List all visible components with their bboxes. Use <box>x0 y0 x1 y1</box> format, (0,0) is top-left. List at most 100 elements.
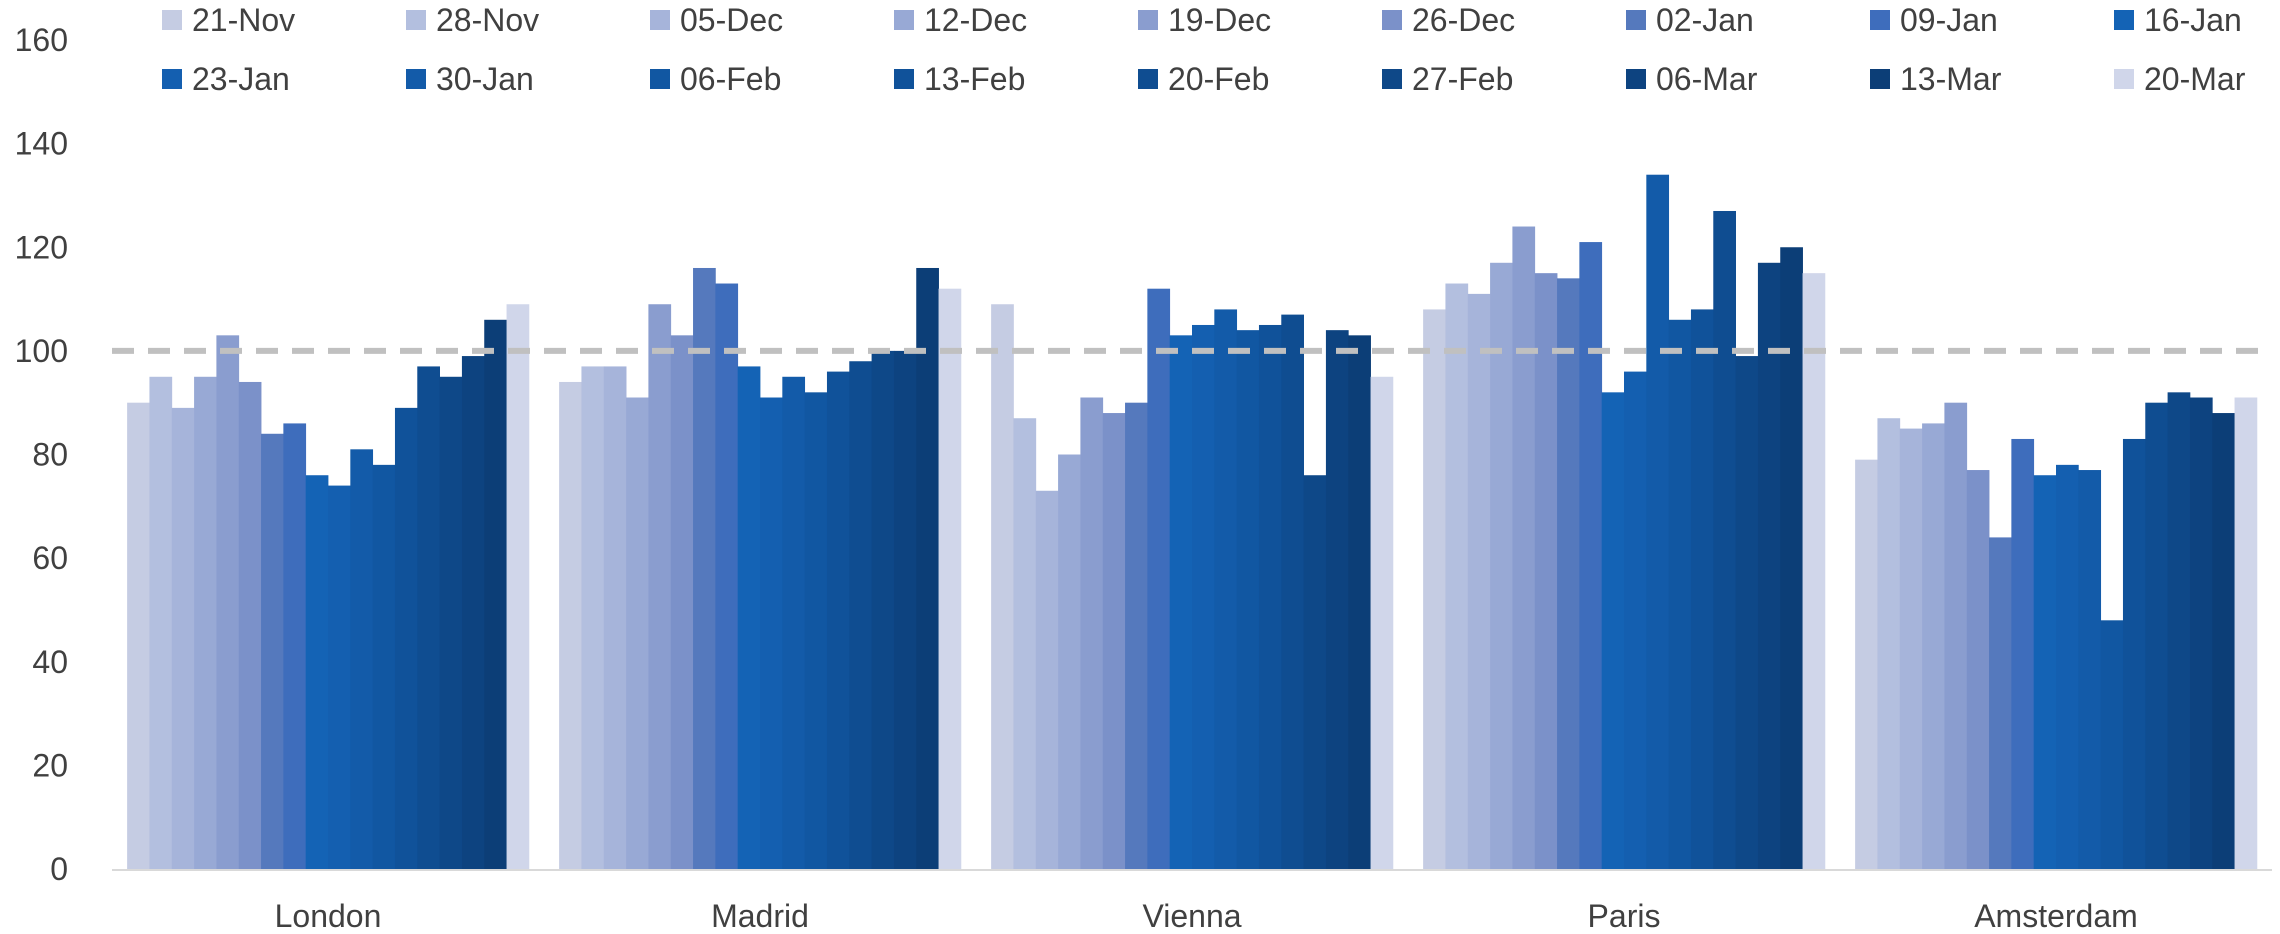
legend-label: 19-Dec <box>1168 2 1271 38</box>
legend-item: 06-Mar <box>1626 61 1758 97</box>
legend-swatch <box>1626 69 1646 89</box>
bar <box>760 397 783 869</box>
bar <box>1579 242 1603 869</box>
legend-label: 27-Feb <box>1412 61 1513 97</box>
bar-group-amsterdam <box>1855 392 2258 869</box>
bar <box>1125 402 1148 869</box>
legend-label: 16-Jan <box>2144 2 2242 38</box>
legend-swatch <box>1382 69 1402 89</box>
bar <box>1169 335 1193 870</box>
legend-swatch <box>162 69 182 89</box>
x-tick-label: London <box>275 898 382 934</box>
legend-item: 21-Nov <box>162 2 295 38</box>
bar <box>1303 475 1327 869</box>
bar <box>2145 402 2168 869</box>
legend-swatch <box>1870 69 1890 89</box>
bar <box>305 475 329 869</box>
x-tick-label: Paris <box>1588 898 1661 934</box>
bar <box>1214 309 1238 869</box>
x-tick-label: Madrid <box>711 898 809 934</box>
legend-item: 05-Dec <box>650 2 783 38</box>
bar <box>171 407 195 869</box>
bar <box>1058 454 1081 869</box>
bar <box>1348 335 1371 870</box>
bar <box>1258 324 1282 870</box>
legend-label: 21-Nov <box>192 2 295 38</box>
bar <box>1735 356 1759 869</box>
bar <box>938 288 962 869</box>
legend-item: 13-Mar <box>1870 61 2002 97</box>
bar <box>1601 392 1625 869</box>
bar <box>1713 210 1736 870</box>
bar <box>2212 413 2235 869</box>
bar <box>849 361 872 869</box>
legend-swatch <box>1382 10 1402 30</box>
legend-label: 23-Jan <box>192 61 290 97</box>
bar <box>693 267 716 870</box>
bar <box>2167 392 2191 869</box>
bar <box>1423 309 1446 869</box>
y-tick-label: 80 <box>32 437 68 473</box>
legend-swatch <box>1626 10 1646 30</box>
bar <box>1624 371 1647 869</box>
bar <box>2011 438 2035 869</box>
legend-item: 06-Feb <box>650 61 781 97</box>
bar <box>238 381 262 869</box>
bars <box>127 174 2258 870</box>
bar <box>1899 428 1923 869</box>
legend-label: 05-Dec <box>680 2 783 38</box>
bar <box>715 283 739 869</box>
bar <box>1192 324 1215 870</box>
bar-group-madrid <box>559 267 962 870</box>
x-axis: London Madrid Vienna Paris Amsterdam <box>112 869 2272 934</box>
y-tick-label: 140 <box>15 126 68 162</box>
bar <box>506 304 530 869</box>
bar <box>1757 262 1781 869</box>
bar <box>1445 283 1469 869</box>
legend-item: 23-Jan <box>162 61 290 97</box>
bar <box>1281 314 1304 869</box>
legend-label: 13-Feb <box>924 61 1025 97</box>
bar <box>1944 402 1968 869</box>
bar <box>2056 464 2079 869</box>
bar <box>670 335 694 870</box>
y-tick-label: 20 <box>32 747 68 783</box>
bar <box>626 397 649 869</box>
bar <box>194 376 217 869</box>
bar <box>1780 247 1803 869</box>
bar-group-london <box>127 304 530 870</box>
bar <box>1877 418 1901 869</box>
bar <box>149 376 173 869</box>
bar <box>1147 288 1171 869</box>
legend-item: 02-Jan <box>1626 2 1754 38</box>
bar <box>1668 319 1692 869</box>
legend-label: 13-Mar <box>1900 61 2002 97</box>
legend-item: 20-Feb <box>1138 61 1269 97</box>
legend-item: 30-Jan <box>406 61 534 97</box>
legend-swatch <box>406 69 426 89</box>
legend-label: 30-Jan <box>436 61 534 97</box>
legend-swatch <box>650 69 670 89</box>
bar <box>648 304 672 869</box>
x-tick-label: Amsterdam <box>1974 898 2138 934</box>
bar-group-vienna <box>991 288 1394 870</box>
bar <box>893 350 917 870</box>
bar <box>439 376 463 869</box>
bar <box>1013 418 1037 869</box>
bar <box>804 392 828 869</box>
bar <box>1646 174 1670 869</box>
bar <box>916 267 939 870</box>
bar <box>1512 226 1536 869</box>
bar <box>350 449 374 869</box>
legend-item: 28-Nov <box>406 2 539 38</box>
bar <box>2100 620 2124 869</box>
bar <box>991 304 1014 869</box>
y-tick-label: 160 <box>15 22 68 58</box>
legend-item: 19-Dec <box>1138 2 1271 38</box>
bar <box>372 464 396 869</box>
bar <box>2234 397 2258 869</box>
legend-label: 20-Mar <box>2144 61 2246 97</box>
bar <box>871 350 895 870</box>
